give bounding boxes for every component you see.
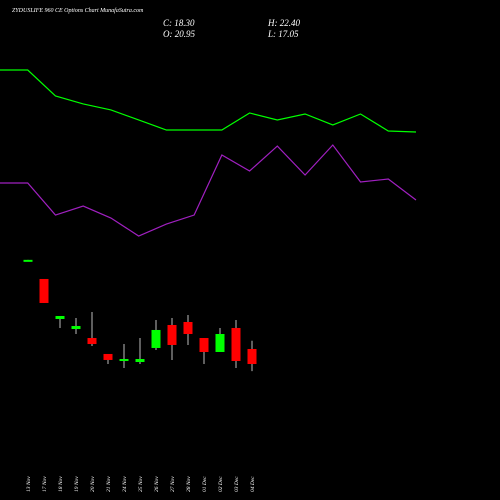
x-tick-label: 03 Dec (234, 476, 240, 492)
chart-title: ZYDUSLIFE 960 CE Options Chart MunafaSut… (12, 7, 144, 14)
candle-body (247, 348, 257, 364)
candle-body (71, 326, 81, 330)
x-tick-label: 21 Nov (106, 476, 112, 492)
candle-body (87, 338, 97, 345)
candle-body (103, 353, 113, 360)
ohlc-low: L: 17.05 (267, 29, 299, 39)
x-tick-label: 04 Dec (249, 476, 256, 492)
indicator-line (0, 69, 417, 133)
ohlc-open: O: 20.95 (163, 29, 195, 39)
x-tick-label: 24 Nov (121, 476, 128, 492)
candle-body (231, 327, 241, 361)
ohlc-close: C: 18.30 (163, 18, 195, 28)
candle-body (215, 333, 225, 352)
x-tick-label: 25 Nov (138, 476, 144, 492)
x-tick-label: 02 Dec (218, 476, 224, 492)
x-tick-label: 17 Nov (42, 476, 48, 492)
x-tick-label: 01 Dec (202, 476, 208, 492)
candle-body (151, 329, 161, 348)
candle-body (23, 259, 33, 262)
candle-body (119, 359, 129, 362)
x-tick-label: 27 Nov (170, 476, 176, 492)
x-tick-label: 13 Nov (26, 476, 32, 492)
x-tick-label: 26 Nov (154, 476, 160, 492)
candle-body (183, 321, 193, 334)
x-tick-label: 28 Nov (186, 476, 192, 492)
candle-body (135, 359, 145, 363)
candle-body (55, 315, 65, 319)
candle-body (167, 324, 177, 345)
x-tick-label: 20 Nov (90, 476, 96, 492)
x-tick-label: 18 Nov (58, 476, 64, 492)
indicator-line (0, 144, 417, 237)
candle-body (39, 278, 49, 303)
ohlc-high: H: 22.40 (267, 18, 300, 28)
x-tick-label: 19 Nov (74, 476, 80, 492)
candle-body (199, 338, 209, 352)
